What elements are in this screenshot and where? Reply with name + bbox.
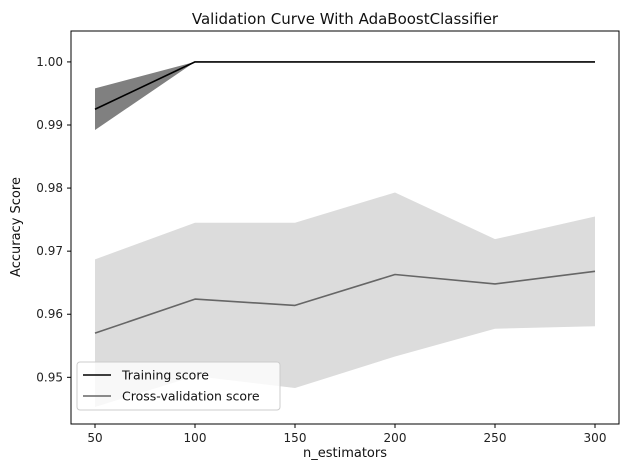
legend-label: Cross-validation score (122, 389, 260, 404)
line-series-2 (94, 270, 596, 334)
line-series-1 (94, 61, 595, 110)
chart-title: Validation Curve With AdaBoostClassifier (192, 10, 499, 28)
y-axis-label: Accuracy Score (9, 177, 24, 277)
y-axis-ticks: 0.95 0.96 0.97 0.98 0.99 1.00 (36, 55, 71, 384)
x-tick-label: 250 (484, 431, 507, 445)
y-tick-label: 0.99 (36, 118, 63, 132)
y-tick-label: 0.98 (36, 181, 63, 195)
band-series-2 (95, 192, 595, 407)
y-tick-label: 1.00 (36, 55, 63, 69)
plot-area-frame (70, 30, 620, 425)
x-tick-label: 200 (384, 431, 407, 445)
legend-label: Training score (121, 368, 209, 383)
x-tick-label: 50 (87, 431, 102, 445)
band-series-1 (95, 61, 595, 131)
confidence-bands (95, 61, 595, 407)
y-tick-label: 0.96 (36, 307, 63, 321)
x-tick-label: 300 (584, 431, 607, 445)
x-axis-label: n_estimators (303, 446, 387, 461)
legend: Training score Cross-validation score (76, 361, 281, 411)
legend-box (76, 361, 281, 411)
series-lines (94, 61, 596, 334)
y-tick-label: 0.95 (36, 370, 63, 384)
x-tick-label: 150 (284, 431, 307, 445)
x-axis-ticks: 50 100 150 200 250 300 (87, 424, 606, 445)
x-tick-label: 100 (184, 431, 207, 445)
y-tick-label: 0.97 (36, 244, 63, 258)
